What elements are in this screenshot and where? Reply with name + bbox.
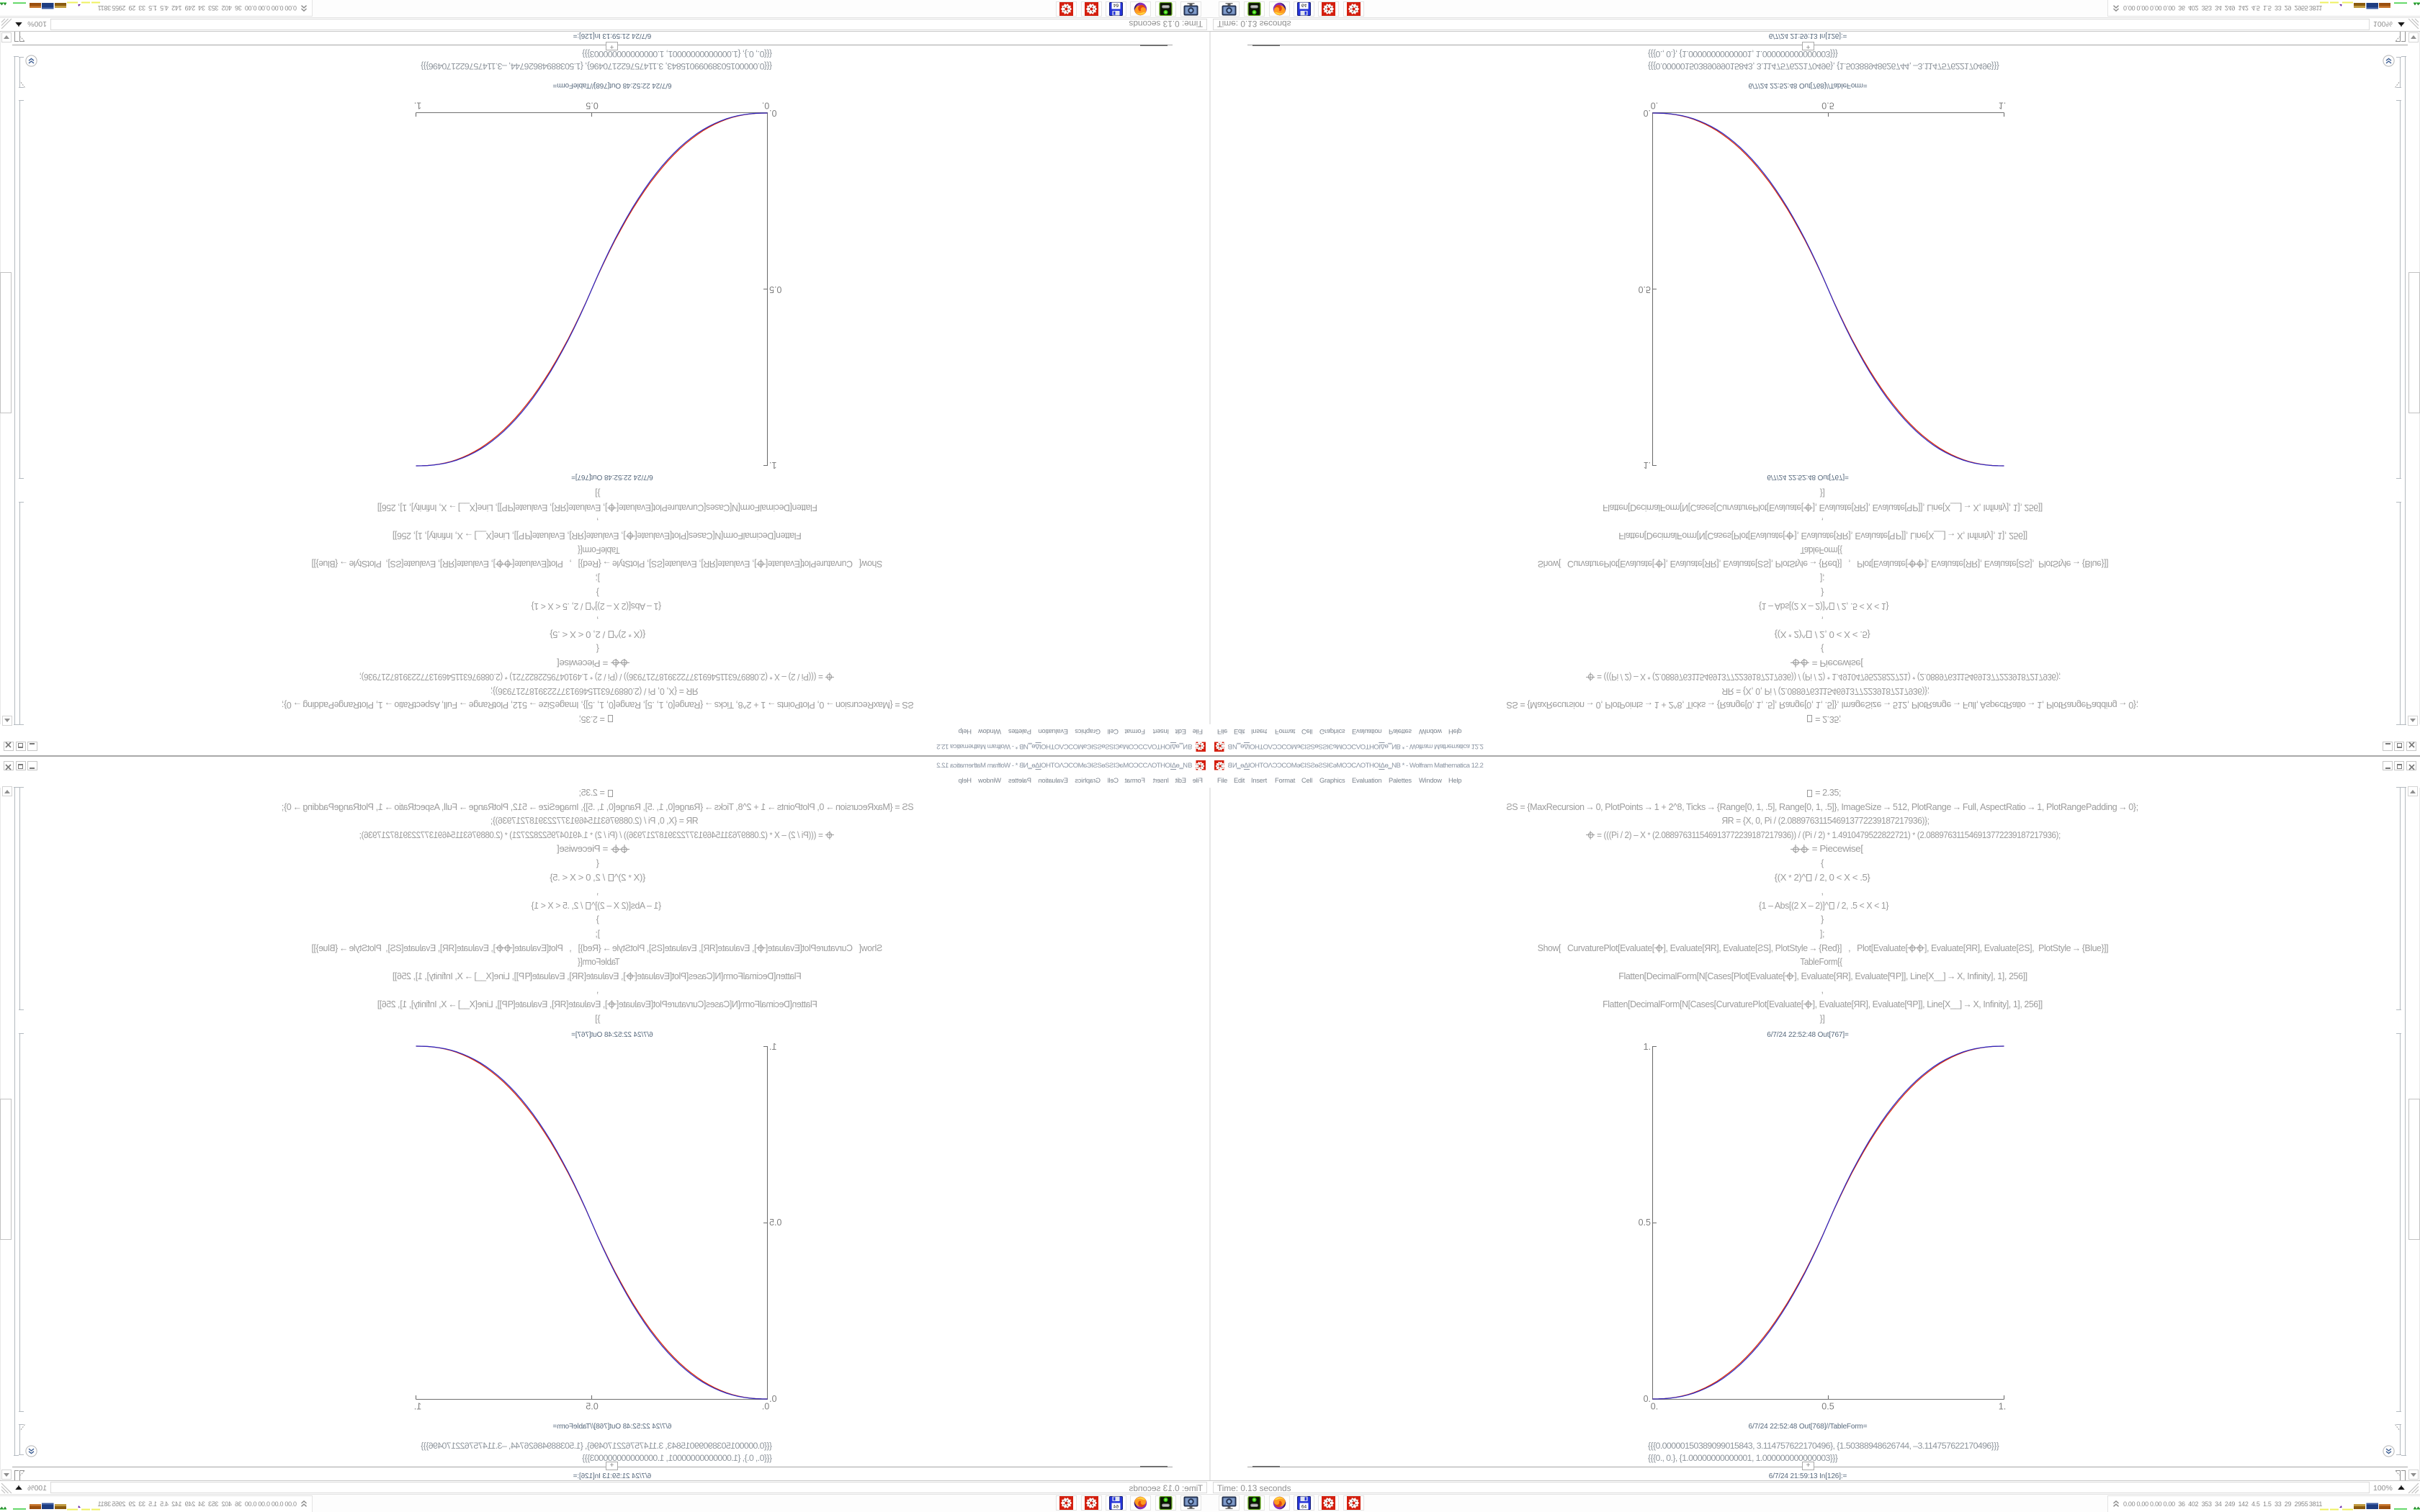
svg-text:0.5: 0.5	[1821, 101, 1834, 111]
svg-text:1.: 1.	[1999, 101, 2006, 111]
svg-text:1.: 1.	[769, 1042, 776, 1052]
svg-text:0.: 0.	[762, 101, 769, 111]
svg-text:1.: 1.	[1644, 460, 1651, 470]
svg-text:0.: 0.	[1651, 101, 1658, 111]
svg-text:1.: 1.	[1999, 1402, 2006, 1412]
svg-text:0.: 0.	[1644, 1394, 1651, 1404]
svg-text:0.5: 0.5	[769, 1218, 781, 1228]
svg-text:0.: 0.	[1651, 1402, 1658, 1412]
svg-text:0.5: 0.5	[1639, 1218, 1651, 1228]
svg-text:1.: 1.	[414, 1402, 421, 1412]
svg-text:0.: 0.	[1644, 108, 1651, 118]
svg-text:0.: 0.	[762, 1402, 769, 1412]
svg-text:64: 64	[1113, 3, 1119, 8]
svg-text:0.: 0.	[769, 1394, 776, 1404]
svg-text:1.: 1.	[414, 101, 421, 111]
svg-text:0.5: 0.5	[769, 284, 781, 294]
svg-text:64: 64	[1301, 3, 1307, 8]
svg-text:0.5: 0.5	[1639, 284, 1651, 294]
svg-text:64: 64	[1301, 1505, 1307, 1510]
svg-text:64: 64	[1113, 1505, 1119, 1510]
svg-text:0.5: 0.5	[1821, 1402, 1834, 1412]
svg-text:1.: 1.	[1644, 1042, 1651, 1052]
svg-text:0.: 0.	[769, 108, 776, 118]
svg-text:0.5: 0.5	[586, 1402, 598, 1412]
svg-text:1.: 1.	[769, 460, 776, 470]
svg-text:0.5: 0.5	[586, 101, 598, 111]
